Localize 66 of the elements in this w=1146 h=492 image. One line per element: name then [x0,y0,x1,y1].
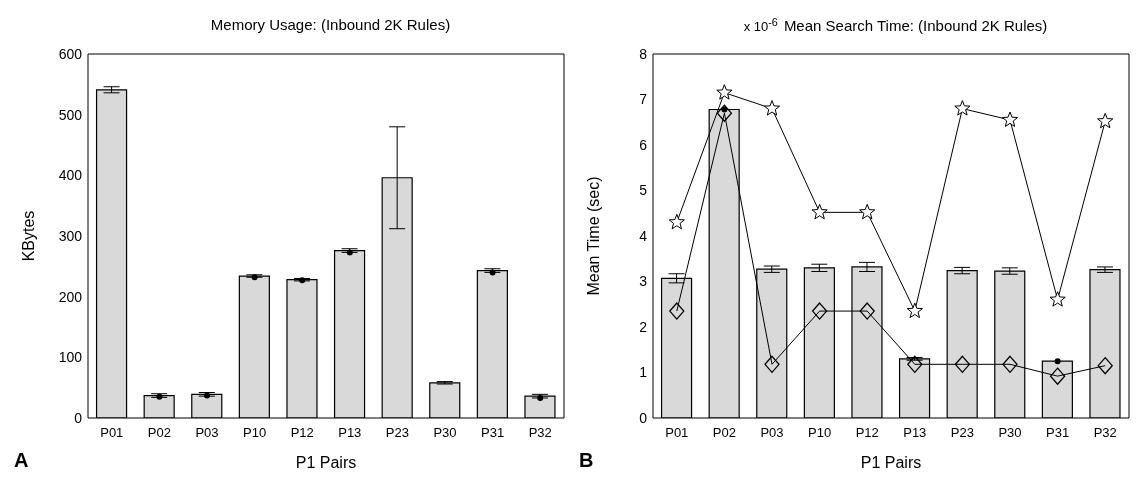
point [1001,111,1019,127]
x-tick-label: P02 [147,425,171,441]
point [811,203,828,220]
x-tick-label: P23 [385,425,409,441]
y-tick-label: 4 [639,227,648,244]
point [859,302,875,320]
y-tick-label: 5 [639,182,648,199]
point [1097,357,1113,375]
y-tick-label: 100 [58,349,83,366]
point [1002,355,1018,373]
point [907,355,923,373]
point [1049,291,1066,307]
point [906,302,923,319]
x-tick-label: P01 [100,425,124,441]
x-tick-label: P03 [760,425,784,441]
point [954,100,971,116]
chart-title: Mean Search Time: (Inbound 2K Rules) [783,17,1048,35]
y-tick-label: 0 [639,409,648,426]
x-tick-label: P02 [712,425,736,441]
y-axis-title: Mean Time (sec) [584,176,602,296]
point [716,104,733,122]
x-axis-title: P1 Pairs [860,454,922,471]
point [763,100,781,116]
x-tick-label: P13 [903,425,927,441]
x-axis-title: P1 Pairs [295,454,357,471]
x-tick-label: P32 [1093,425,1117,441]
y-tick-label: 400 [58,167,83,184]
point [716,84,733,100]
y-tick-label: 7 [639,91,648,108]
x-tick-label: P23 [950,425,974,441]
y-tick-label: 6 [639,136,648,153]
y-tick-label: 1 [639,364,648,381]
x-tick-label: P30 [998,425,1022,441]
y-axis-title: KBytes [19,210,37,262]
x-tick-label: P12 [855,425,879,441]
x-tick-label: P31 [481,425,505,441]
y-tick-label: 2 [639,318,648,335]
text: x 10$^{-6}$ [743,16,778,35]
x-tick-label: P01 [665,425,689,441]
y-tick-label: 3 [639,273,648,290]
point [764,355,780,373]
x-tick-label: P30 [433,425,457,441]
y-tick-label: 300 [58,227,83,244]
text: A [14,449,29,472]
point [1049,367,1066,385]
point [859,203,876,220]
y-tick-label: 600 [58,45,83,62]
y-tick-label: 200 [58,288,83,305]
x-tick-label: P10 [808,425,832,441]
y-tick-label: 8 [639,45,648,62]
x-tick-label: P10 [243,425,267,441]
x-tick-label: P03 [195,425,219,441]
point [954,355,971,373]
chart-title: Memory Usage: (Inbound 2K Rules) [209,16,452,33]
point [811,302,828,320]
text: B [579,449,594,472]
x-tick-label: P13 [338,425,362,441]
x-tick-label: P12 [290,425,314,441]
x-tick-label: P32 [528,425,552,441]
x-tick-label: P31 [1046,425,1070,441]
y-tick-label: 0 [74,409,83,426]
point [668,213,685,230]
point [669,302,685,320]
point [1054,358,1061,365]
point [1097,112,1114,129]
y-tick-label: 500 [58,106,83,123]
